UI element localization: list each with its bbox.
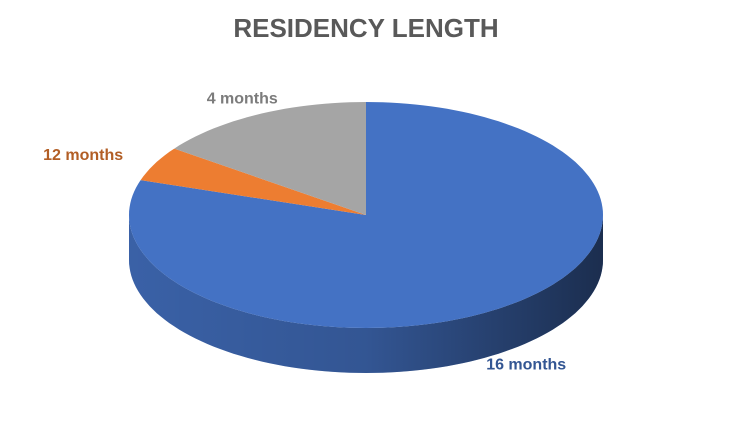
slice [174, 102, 366, 215]
slice-label: 4 months [207, 90, 278, 107]
slice-side-shade [129, 215, 603, 373]
chart-title: RESIDENCY LENGTH [233, 13, 498, 43]
slice-label: 12 months [43, 147, 123, 164]
slice-label: 16 months [486, 356, 566, 373]
slice [140, 148, 366, 215]
